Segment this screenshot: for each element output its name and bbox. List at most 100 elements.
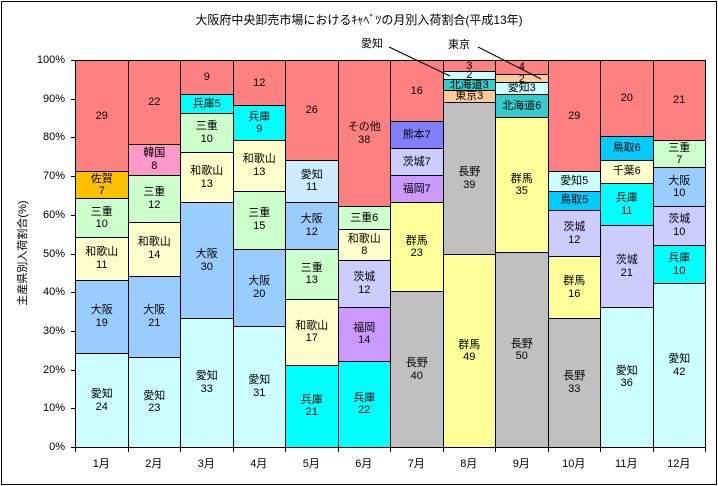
bar-segment: 20	[601, 60, 653, 138]
bar-segment: 愛知 24	[76, 354, 128, 447]
bar-month-9: 4 2 愛知3 北海道6 群馬 35 長野 50	[496, 60, 549, 447]
segment-label: 韓国 8	[143, 147, 166, 173]
segment-label: 2	[466, 68, 473, 81]
bar-segment: 兵庫 11	[601, 183, 653, 227]
y-tick-mark	[71, 292, 75, 294]
segment-label: 熊本7	[402, 128, 431, 141]
bar-segment: 兵庫5	[181, 94, 233, 115]
bar-segment: 三重6	[338, 207, 390, 231]
x-tick-mark	[337, 448, 339, 452]
bar-segment: 三重 10	[181, 114, 233, 153]
bar-segment: 大阪 19	[76, 280, 128, 355]
segment-label: 大阪 19	[90, 304, 113, 329]
x-axis-label: 11月	[615, 458, 638, 470]
x-axis-label: 2月	[145, 458, 163, 470]
segment-label: 茨城 12	[563, 220, 586, 246]
segment-label: 兵庫5	[192, 97, 221, 110]
segment-label: 群馬 49	[458, 338, 481, 364]
bar-segment: 愛知 36	[601, 307, 653, 447]
bar-segment: 茨城 12	[548, 210, 600, 258]
bar-segment: 16	[391, 60, 443, 122]
bar-segment: 大阪 21	[128, 276, 180, 358]
bar-segment: 長野 33	[548, 319, 600, 447]
bar-segment: 和歌山 14	[128, 222, 180, 277]
bar-month-3: 9 兵庫5 三重 10 和歌山 13 大阪 30 愛知 33	[181, 60, 234, 447]
x-axis-label: 4月	[250, 458, 268, 470]
x-tick-mark	[232, 448, 234, 452]
bar-segment: 和歌山 11	[76, 237, 128, 281]
y-tick-label: 60%	[42, 208, 65, 221]
segment-label: 長野 40	[405, 356, 428, 382]
segment-label: 和歌山 14	[137, 236, 171, 262]
bar-segment: 三重 10	[76, 199, 128, 238]
bar-segment: 愛知 11	[286, 160, 338, 204]
segment-label: 三重 12	[143, 186, 166, 211]
segment-label: 茨城 12	[353, 271, 376, 296]
segment-label: 北海道6	[502, 99, 542, 112]
bar-segment: 兵庫 21	[286, 365, 338, 447]
bar-segment: 2	[443, 68, 495, 81]
y-tick-label: 50%	[42, 247, 65, 260]
bar-segment: 長野 50	[496, 253, 548, 447]
segment-label: 大阪 20	[248, 275, 271, 300]
bar-segment: 兵庫 10	[653, 245, 705, 285]
segment-label: その他 38	[347, 120, 381, 146]
x-axis-label: 12月	[667, 458, 691, 470]
segment-label: 29	[95, 109, 108, 122]
bar-segment: 三重 13	[286, 249, 338, 300]
segment-label: 三重 13	[300, 261, 323, 287]
segment-label: 愛知 33	[195, 370, 218, 396]
bar-segment: 22	[128, 60, 180, 146]
x-tick-mark	[75, 448, 76, 452]
bar-month-2: 22 韓国 8 三重 12 和歌山 14 大阪 21 愛知 23	[128, 60, 181, 447]
x-tick-mark	[705, 448, 706, 452]
segment-label: 福岡 14	[353, 321, 376, 347]
bar-segment: 愛知3	[496, 82, 548, 95]
bar-segment: 9	[181, 60, 233, 95]
bar-segment: 茨城 21	[601, 226, 653, 308]
bar-segment: 21	[653, 60, 705, 142]
y-tick-mark	[71, 137, 75, 139]
segment-label: 三重6	[350, 211, 379, 224]
bar-segment: その他 38	[338, 60, 390, 208]
bar-segment: 三重 12	[128, 176, 180, 223]
y-tick-mark	[71, 253, 75, 255]
bar-segment: 大阪 10	[653, 168, 705, 208]
x-tick-mark	[600, 448, 601, 452]
segment-label: 福岡7	[402, 182, 431, 195]
segment-label: 和歌山 17	[295, 319, 329, 345]
segment-label: 兵庫 11	[615, 191, 638, 217]
segment-label: 鳥取6	[612, 142, 641, 155]
y-tick-label: 30%	[42, 324, 65, 337]
bar-segment: 長野 40	[391, 292, 443, 447]
segment-label: 和歌山 8	[347, 232, 381, 258]
bar-segment: 熊本7	[391, 121, 443, 149]
segment-label: 21	[673, 94, 686, 107]
segment-label: 大阪 12	[300, 213, 323, 238]
bar-segment: 愛知 31	[233, 327, 285, 447]
x-tick-mark	[390, 448, 391, 452]
bar-segment: 29	[76, 60, 128, 173]
bar-segment: 福岡7	[391, 176, 443, 204]
bar-segment: 茨城7	[391, 148, 443, 177]
callout-label-tokyo: 東京	[448, 39, 470, 51]
bar-segment: 愛知 23	[128, 357, 180, 447]
segment-label: 長野 33	[563, 370, 586, 396]
y-tick-label: 10%	[42, 402, 65, 415]
bar-segment: 大阪 20	[233, 249, 285, 327]
x-axis-label: 6月	[355, 458, 373, 470]
y-tick-mark	[71, 408, 75, 410]
bar-segment: 愛知 33	[181, 319, 233, 447]
bar-segment: 鳥取6	[601, 137, 653, 161]
segment-label: 東京3	[455, 90, 484, 103]
bar-segment: 和歌山 13	[233, 141, 285, 192]
y-tick-mark	[71, 369, 75, 371]
segment-label: 群馬 16	[563, 275, 586, 300]
segment-label: 大阪 21	[143, 304, 166, 329]
plot-area: 29 佐賀 7 三重 10 和歌山 11 大阪 19 愛知 24 22 韓国 8 三重 12 和歌…	[75, 60, 706, 448]
y-tick-label: 90%	[42, 92, 65, 105]
bar-segment: 愛知 42	[653, 284, 705, 447]
bar-segment: 群馬 16	[548, 257, 600, 320]
segment-label: 和歌山 13	[190, 164, 224, 190]
bar-month-11: 20 鳥取6 千葉6 兵庫 11 茨城 21 愛知 36	[601, 60, 654, 447]
